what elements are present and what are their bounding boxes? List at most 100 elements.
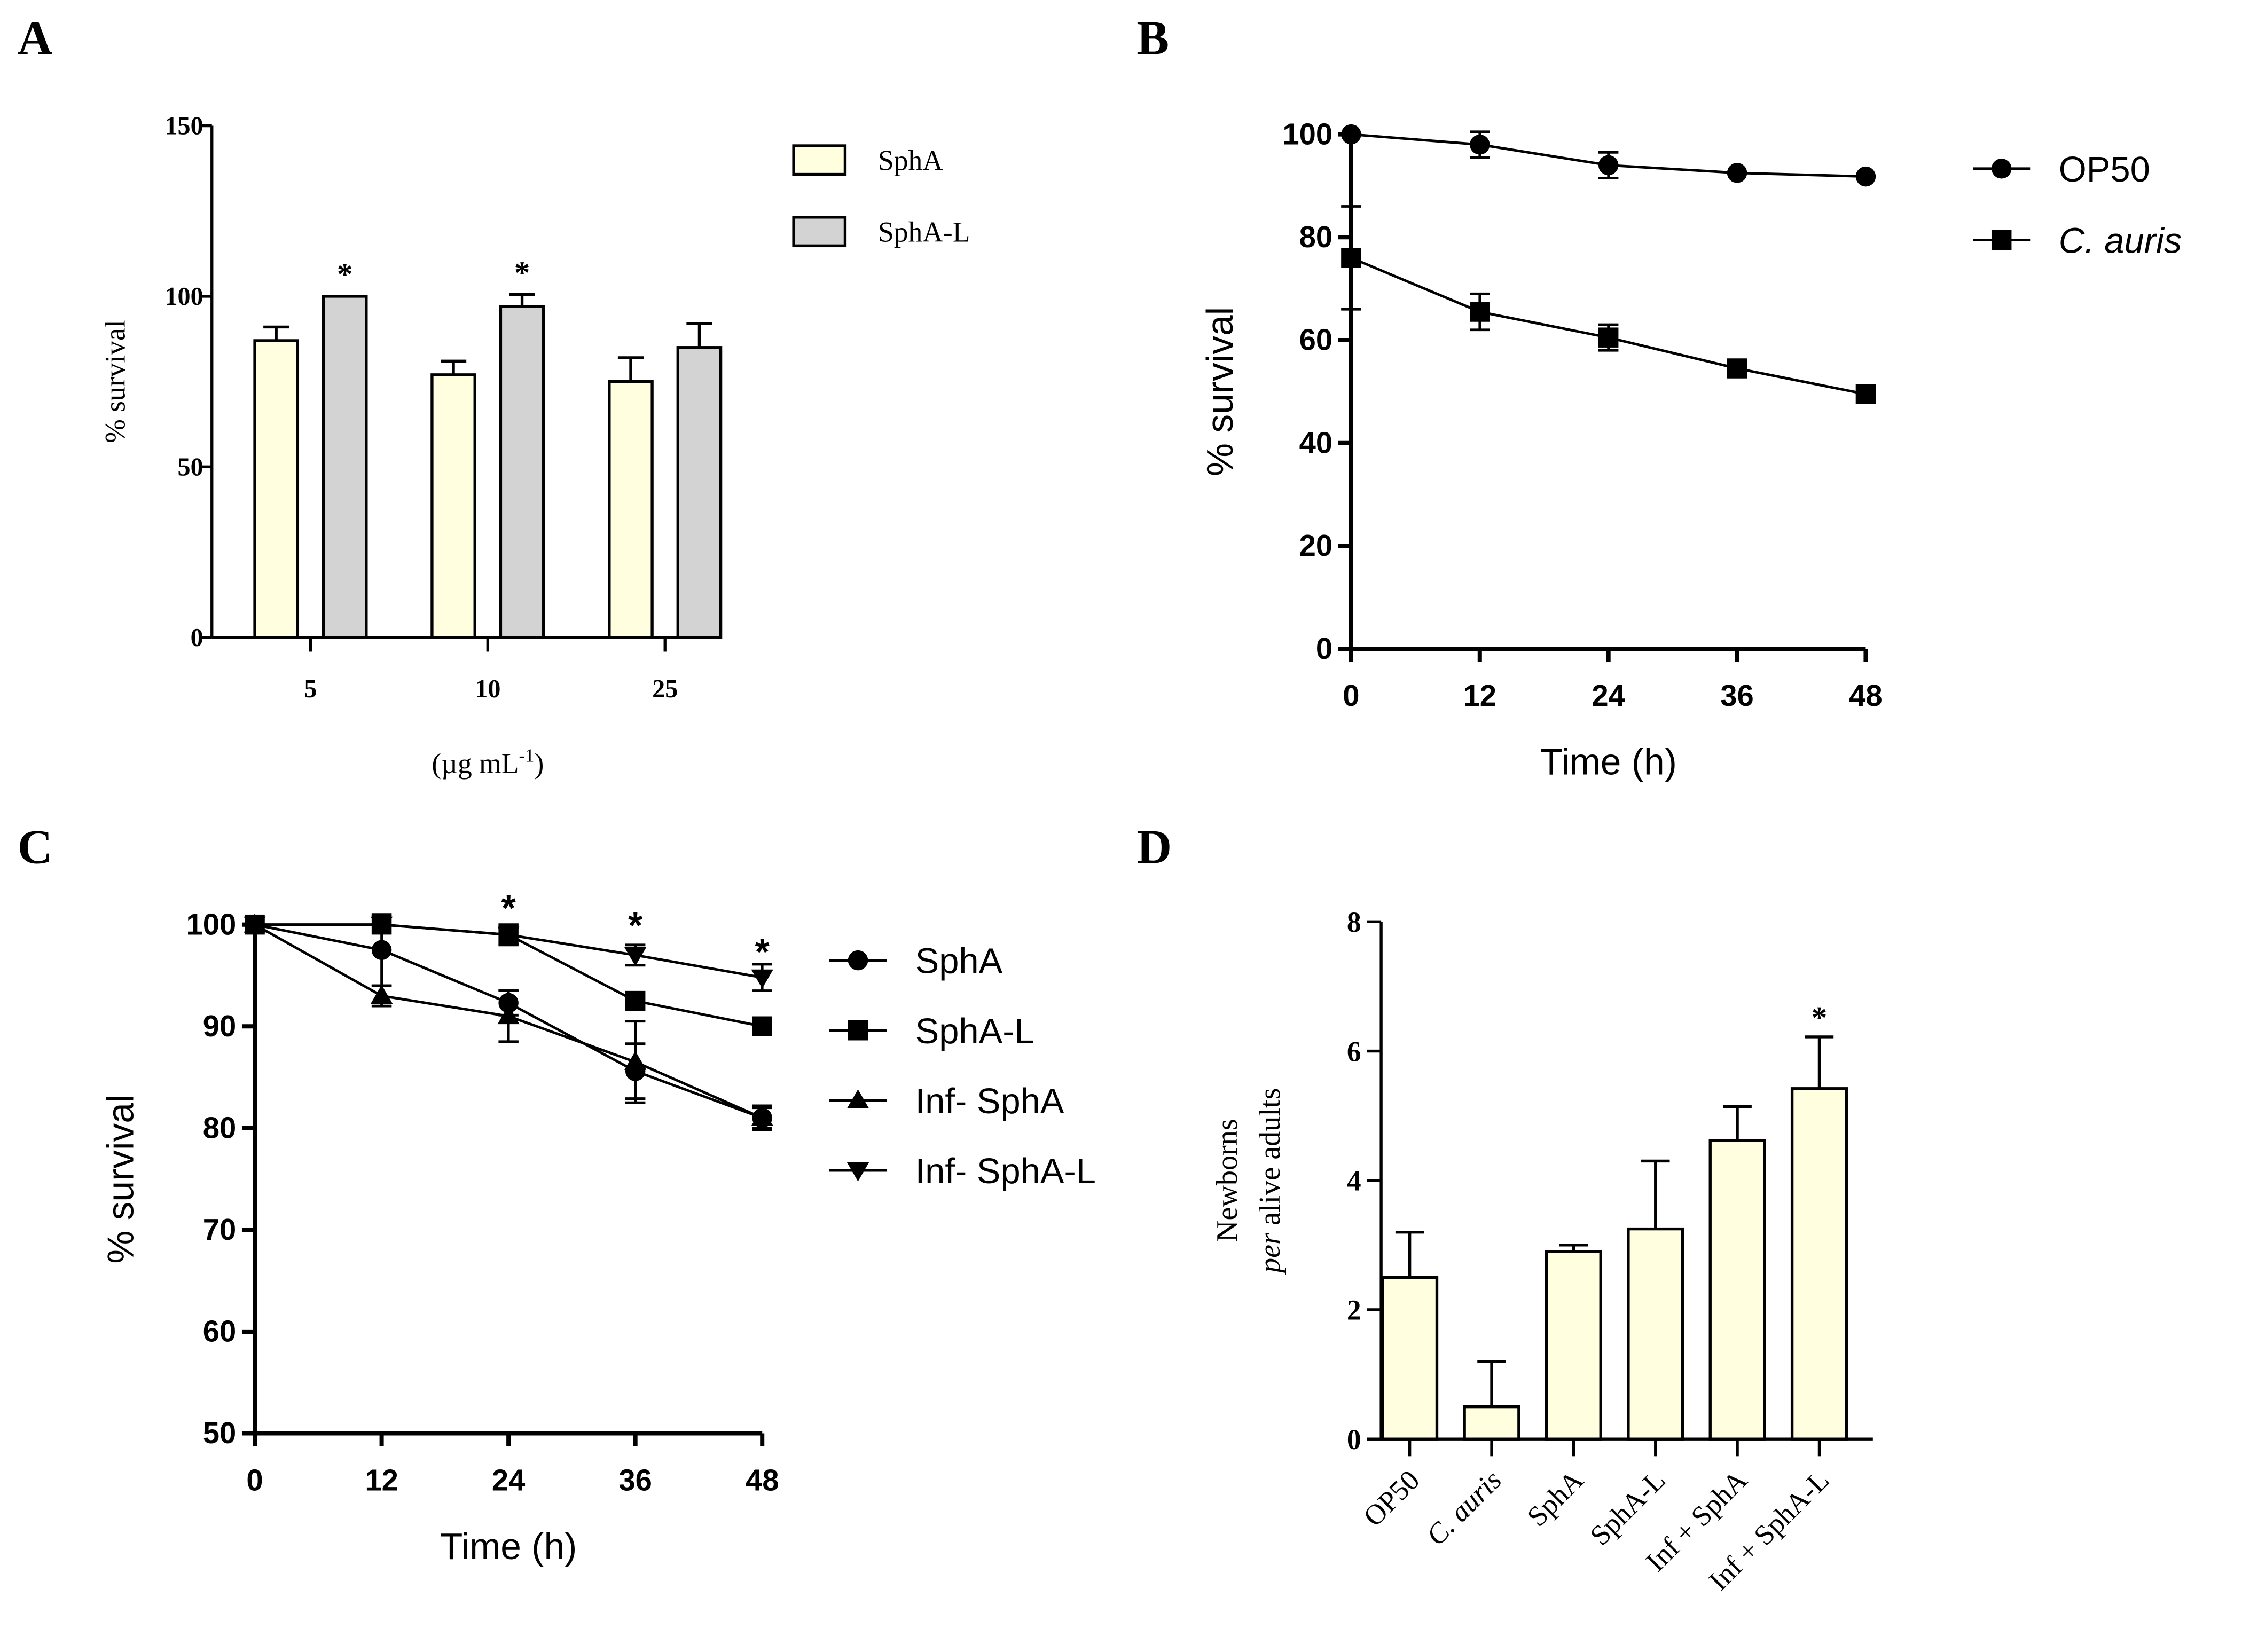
marker-circle xyxy=(1991,159,2012,179)
x-tick-label: 24 xyxy=(1592,679,1625,712)
bar-C. auris xyxy=(1463,1405,1520,1441)
bar-SphA xyxy=(253,339,300,639)
bar-SphA xyxy=(430,373,476,639)
y-tick-label: 70 xyxy=(203,1213,237,1246)
legend-swatch-SphA xyxy=(792,144,847,176)
panel-label-c: C xyxy=(18,820,53,874)
y-tick-label: 100 xyxy=(186,907,237,941)
x-label-sup: -1 xyxy=(519,745,534,766)
x-tick-label: 24 xyxy=(492,1464,526,1497)
bar-SphA-L xyxy=(499,305,545,639)
legend-label: OP50 xyxy=(2059,150,2150,190)
y-axis-label-line2: per alive adults xyxy=(1253,1088,1287,1275)
x-tick-label: 36 xyxy=(1720,679,1754,712)
y-axis-label: % survival xyxy=(99,320,131,443)
x-axis-label: Time (h) xyxy=(440,1525,577,1567)
bar-SphA-L xyxy=(676,346,723,639)
marker-triangle-down xyxy=(751,969,773,989)
y-tick-label: 8 xyxy=(1347,906,1361,938)
y-label-rest: alive adults xyxy=(1253,1088,1287,1233)
y-tick-label: 2 xyxy=(1347,1294,1361,1326)
bar-SphA-L xyxy=(1627,1227,1684,1441)
y-tick-label: 4 xyxy=(1347,1165,1361,1197)
y-tick-label: 60 xyxy=(1299,323,1333,357)
marker-square xyxy=(1598,327,1619,348)
marker-square xyxy=(1855,384,1876,404)
y-axis-label: % survival xyxy=(100,1095,142,1264)
marker-square xyxy=(752,1016,772,1036)
bar-SphA xyxy=(608,380,654,639)
significance-star: * xyxy=(514,255,530,290)
y-tick-label: 40 xyxy=(1299,426,1333,459)
y-tick-label: 20 xyxy=(1299,529,1333,562)
x-label-text: (µg mL xyxy=(432,748,519,780)
y-tick-label: 0 xyxy=(1347,1423,1361,1456)
x-tick-label: 5 xyxy=(304,675,317,703)
x-axis-label: (µg mL-1) xyxy=(432,745,544,780)
marker-square xyxy=(1727,358,1747,379)
y-tick-label: 100 xyxy=(1282,117,1332,151)
y-tick-label: 80 xyxy=(203,1111,237,1145)
significance-star: * xyxy=(501,887,516,929)
y-tick-label: 80 xyxy=(1299,220,1333,254)
marker-circle xyxy=(848,950,868,971)
legend-label: C. auris xyxy=(2059,221,2182,261)
marker-triangle-up xyxy=(497,1005,520,1025)
x-tick-label: C. auris xyxy=(1420,1464,1508,1552)
marker-triangle-down xyxy=(370,916,393,936)
x-tick-label: 48 xyxy=(746,1464,779,1497)
y-tick-label: 60 xyxy=(203,1315,237,1348)
y-label-italic: per xyxy=(1253,1232,1287,1275)
y-tick-label: 150 xyxy=(164,112,203,140)
x-label-end: ) xyxy=(534,748,544,780)
x-tick-label: OP50 xyxy=(1357,1464,1426,1533)
marker-triangle-up xyxy=(751,1107,773,1126)
marker-triangle-down xyxy=(244,916,266,936)
x-tick-label: 0 xyxy=(1343,679,1359,712)
significance-star: * xyxy=(1812,1001,1827,1035)
panel-a-chart: 0 50 100 150 5 10 25 SphA SphA-L * * % survival (µg … xyxy=(99,112,970,780)
legend-swatch-SphA-L xyxy=(792,216,847,248)
legend-label: Inf- SphA xyxy=(915,1081,1064,1121)
y-axis-label-line1: Newborns xyxy=(1211,1119,1244,1242)
legend-label: SphA xyxy=(915,941,1003,981)
x-tick-label: 48 xyxy=(1849,679,1883,712)
bar-SphA-L xyxy=(322,295,368,639)
y-tick-label: 0 xyxy=(1316,632,1332,665)
panel-c-chart: 50 60 70 80 90 100 0 12 24 36 48 SphA SphA-L Inf- Sph… xyxy=(100,887,1096,1568)
bar-OP50 xyxy=(1381,1276,1439,1441)
legend-label: SphA-L xyxy=(878,216,970,248)
bar-Inf + SphA xyxy=(1708,1138,1766,1441)
x-tick-label: 12 xyxy=(1463,679,1496,712)
marker-triangle-up xyxy=(624,1051,647,1070)
x-tick-label: 0 xyxy=(246,1464,263,1497)
bar-SphA xyxy=(1545,1250,1602,1441)
marker-circle xyxy=(1727,163,1747,183)
y-tick-label: 50 xyxy=(178,453,203,481)
significance-star: * xyxy=(628,904,643,946)
marker-circle xyxy=(1341,124,1361,145)
marker-square xyxy=(1470,302,1490,322)
marker-triangle-up xyxy=(846,1089,869,1108)
marker-circle xyxy=(1598,155,1619,176)
panel-label-b: B xyxy=(1136,11,1169,65)
bar-Inf + SphA-L xyxy=(1790,1087,1848,1441)
x-tick-label: 12 xyxy=(365,1464,398,1497)
x-tick-label: 25 xyxy=(652,675,678,703)
y-tick-label: 100 xyxy=(164,282,203,311)
marker-square xyxy=(848,1020,868,1041)
y-tick-label: 50 xyxy=(203,1416,237,1450)
marker-square xyxy=(625,990,646,1011)
y-tick-label: 6 xyxy=(1347,1035,1361,1067)
y-tick-label: 0 xyxy=(191,624,203,652)
marker-triangle-down xyxy=(497,926,520,946)
x-tick-label: 10 xyxy=(475,675,500,703)
marker-triangle-up xyxy=(370,985,393,1004)
marker-square xyxy=(1991,230,2012,250)
legend-label: SphA xyxy=(878,145,943,177)
legend-label: Inf- SphA-L xyxy=(915,1151,1096,1191)
y-tick-label: 90 xyxy=(203,1009,237,1043)
significance-star: * xyxy=(755,931,770,972)
